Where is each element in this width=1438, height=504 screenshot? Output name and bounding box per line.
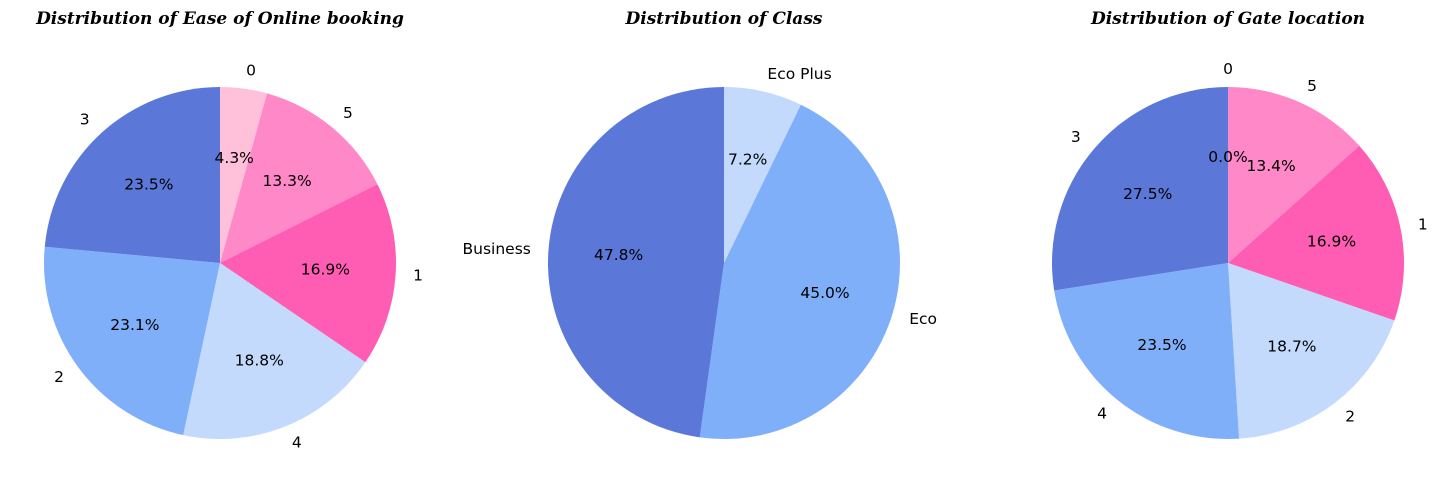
pie-slice bbox=[1228, 145, 1404, 321]
slice-percent-label: 23.5% bbox=[124, 175, 173, 193]
slice-percent-label: 16.9% bbox=[301, 261, 350, 279]
slice-percent-label: 45.0% bbox=[800, 284, 849, 302]
slice-percent-label: 47.8% bbox=[594, 246, 643, 264]
slice-category-label: 0 bbox=[1223, 60, 1233, 78]
chart-title-online-booking: Distribution of Ease of Online booking bbox=[35, 9, 404, 29]
slice-category-label: 1 bbox=[1418, 215, 1428, 233]
pie-class: Eco Plus Eco Business 7.2% 45.0% 47.8% bbox=[463, 65, 937, 439]
pie-slice bbox=[1052, 87, 1228, 291]
slice-category-label: 0 bbox=[246, 62, 256, 80]
slice-percent-label: 16.9% bbox=[1307, 233, 1356, 251]
slice-percent-label: 18.8% bbox=[235, 352, 284, 370]
slice-category-label: 1 bbox=[413, 267, 423, 285]
slice-category-label: 4 bbox=[1097, 405, 1107, 423]
slice-category-label: 2 bbox=[54, 368, 64, 386]
slice-percent-label: 0.0% bbox=[1208, 148, 1247, 166]
pie-gate-location: 0 5 1 2 4 3 0.0%13.4% 16.9% 18.7% 23.5% 27.5% bbox=[1052, 60, 1428, 439]
slice-percent-label: 27.5% bbox=[1123, 185, 1172, 203]
slice-category-label: 5 bbox=[343, 104, 353, 122]
pie-slice bbox=[1228, 87, 1360, 263]
chart-title-class: Distribution of Class bbox=[625, 9, 823, 29]
pie-slice bbox=[43, 246, 220, 436]
slice-percent-label: 13.4% bbox=[1247, 157, 1296, 175]
pie-slice bbox=[1228, 263, 1395, 439]
slice-category-label: 3 bbox=[80, 110, 90, 128]
slice-percent-label: 18.7% bbox=[1267, 338, 1316, 356]
slice-category-label: 5 bbox=[1307, 77, 1317, 95]
pie-slice bbox=[724, 87, 801, 263]
slice-percent-label: 23.1% bbox=[110, 316, 159, 334]
pie-slice bbox=[699, 104, 900, 439]
slice-category-label: 3 bbox=[1071, 128, 1081, 146]
slice-category-label: 4 bbox=[292, 433, 302, 451]
slice-category-label: Business bbox=[463, 240, 531, 258]
slice-category-label: Eco bbox=[909, 310, 937, 328]
pie-slice bbox=[220, 184, 396, 363]
slice-percent-label: 23.5% bbox=[1137, 336, 1186, 354]
pie-slice bbox=[220, 87, 268, 263]
chart-title-gate-location: Distribution of Gate location bbox=[1090, 9, 1365, 29]
pie-slice bbox=[220, 93, 378, 264]
pie-slice bbox=[183, 263, 366, 439]
pie-slice bbox=[44, 87, 220, 263]
pie-slice bbox=[548, 87, 724, 438]
slice-percent-label: 13.3% bbox=[262, 172, 311, 190]
slice-percent-label: 7.2% bbox=[728, 151, 767, 169]
slice-category-label: Eco Plus bbox=[767, 65, 831, 83]
slice-percent-label: 4.3% bbox=[215, 149, 254, 167]
pie-slice bbox=[1054, 263, 1240, 439]
pie-online-booking: 0 5 1 4 2 3 4.3% 13.3% 16.9% 18.8% 23.1% 23.5% bbox=[43, 62, 423, 451]
slice-category-label: 2 bbox=[1345, 408, 1355, 426]
